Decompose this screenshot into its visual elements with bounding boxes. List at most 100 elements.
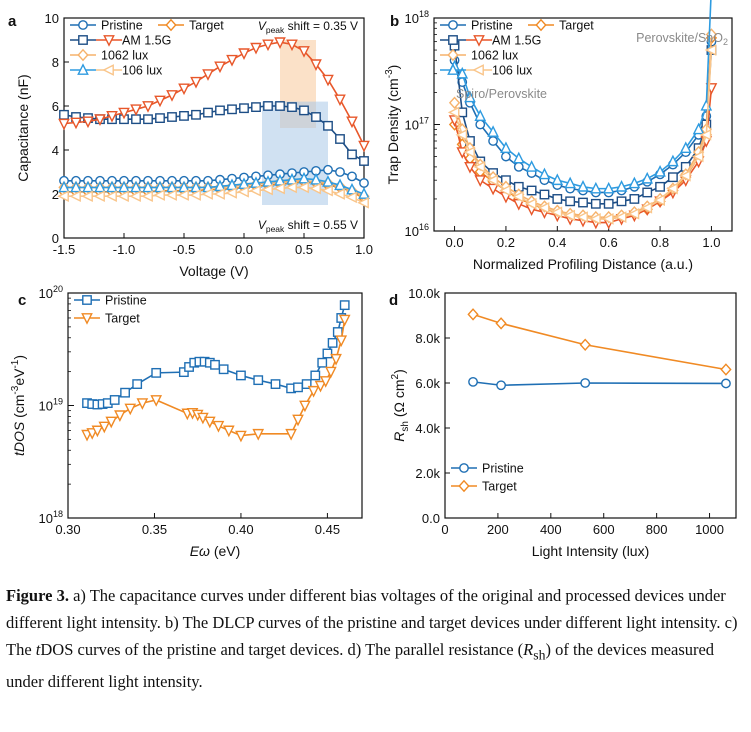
- annotation-symbol: V: [258, 19, 267, 33]
- data-point: [345, 191, 357, 204]
- data-point: [287, 102, 297, 113]
- y-tick-label: 0: [52, 231, 59, 246]
- data-point: [142, 101, 154, 113]
- data-point: [261, 183, 273, 196]
- annotation-text: shift = 0.55 V: [284, 218, 358, 232]
- data-point: [346, 182, 358, 195]
- y-tick-exponent: 18: [419, 9, 429, 19]
- data-point: [142, 180, 154, 193]
- data-point: [325, 366, 337, 379]
- data-point: [227, 104, 237, 115]
- series-target: [81, 314, 351, 443]
- legend-label: Target: [559, 19, 594, 33]
- data-point: [525, 160, 538, 172]
- legend-label: Target: [482, 480, 517, 494]
- data-point: [699, 128, 712, 141]
- data-point: [359, 156, 369, 166]
- series-106-lux: [447, 44, 717, 225]
- x-tick-label: 400: [540, 522, 562, 537]
- data-point: [474, 175, 487, 187]
- caption-text-2: DOS curves of the pristine and target de…: [40, 640, 524, 659]
- data-point: [512, 190, 524, 203]
- x-tick-label: 0: [441, 522, 448, 537]
- y-tick-label: 4: [52, 143, 59, 158]
- legend-marker: [458, 479, 470, 493]
- legend-marker: [82, 295, 92, 305]
- y-axis-label-end: ): [391, 369, 407, 374]
- legend-label: Pristine: [101, 19, 143, 33]
- data-point: [178, 83, 190, 96]
- data-point: [215, 105, 225, 116]
- data-point: [58, 180, 70, 193]
- legend-marker: [165, 18, 177, 32]
- data-point: [691, 150, 704, 163]
- y-axis-label-sup: 2: [390, 373, 401, 379]
- data-point: [270, 379, 281, 389]
- panel-label: d: [389, 292, 398, 309]
- data-point: [153, 189, 165, 201]
- data-point: [679, 141, 692, 154]
- x-tick-label: 800: [646, 522, 668, 537]
- data-point: [285, 181, 297, 194]
- data-point: [338, 314, 351, 327]
- data-point: [150, 395, 163, 407]
- data-point: [310, 370, 321, 381]
- legend-1062-lux: 1062 lux: [440, 49, 519, 63]
- data-point: [576, 211, 588, 223]
- y-axis-label-sup: -3: [384, 69, 395, 78]
- annotation-vpeak-shift-1: Vpeak shift = 0.35 V: [258, 19, 358, 35]
- data-point: [704, 44, 717, 56]
- x-tick-label: -0.5: [173, 242, 195, 257]
- x-tick-label: 0.0: [235, 242, 253, 257]
- y-axis-label-end: ): [385, 65, 401, 70]
- data-point: [705, 28, 718, 41]
- x-axis-label: Light Intensity (lux): [532, 543, 650, 559]
- data-point: [347, 149, 357, 160]
- data-point: [578, 197, 588, 208]
- data-point: [93, 190, 105, 203]
- legend-pair-symbol: [466, 64, 492, 76]
- y-tick-base: 10: [39, 511, 53, 526]
- data-point: [589, 213, 601, 225]
- data-point: [334, 178, 346, 191]
- legend-pristine: Pristine: [451, 462, 524, 476]
- data-point: [347, 171, 357, 182]
- data-point: [614, 211, 627, 223]
- annotation-symbol: V: [258, 218, 267, 232]
- figure-3: a -1.5 -1.0 -0.5 0.0 0.5 1.0 0 2 4 6 8 10 Voltage (V)…: [8, 0, 737, 559]
- data-point: [321, 184, 333, 197]
- legend-label: 106 lux: [492, 64, 533, 78]
- data-point: [654, 164, 666, 177]
- data-point: [474, 109, 487, 121]
- legend-label: Pristine: [471, 19, 513, 33]
- data-point: [333, 188, 345, 200]
- x-tick-label: 0.35: [142, 522, 167, 537]
- data-point: [322, 74, 334, 87]
- annotation-perovskite-sno2: Perovskite/SnO2: [636, 31, 728, 47]
- data-point: [550, 206, 563, 219]
- x-tick-label: 0.30: [55, 522, 80, 537]
- legend-pristine: Pristine: [440, 19, 513, 33]
- data-point: [314, 380, 327, 393]
- caption-text-3: ) of the devices measured under differen…: [6, 640, 715, 692]
- data-point: [293, 382, 303, 393]
- x-axis-label: Voltage (V): [179, 263, 248, 279]
- data-point: [323, 164, 333, 175]
- x-tick-label: 0.6: [600, 235, 618, 250]
- legend-marker: [473, 35, 485, 47]
- x-tick-label: 0.2: [497, 235, 515, 250]
- data-point: [57, 190, 69, 203]
- y-tick-label: 2: [52, 187, 59, 202]
- data-point: [359, 178, 369, 188]
- data-point: [298, 46, 310, 58]
- data-point: [225, 187, 237, 199]
- data-point: [118, 107, 130, 120]
- data-point: [310, 172, 322, 185]
- legend-marker: [103, 35, 115, 47]
- y-tick-label: 10.0k: [408, 286, 440, 301]
- data-point: [274, 174, 286, 186]
- y-axis-label-sup: -3: [10, 385, 21, 394]
- data-point: [238, 177, 250, 190]
- data-point: [577, 180, 589, 192]
